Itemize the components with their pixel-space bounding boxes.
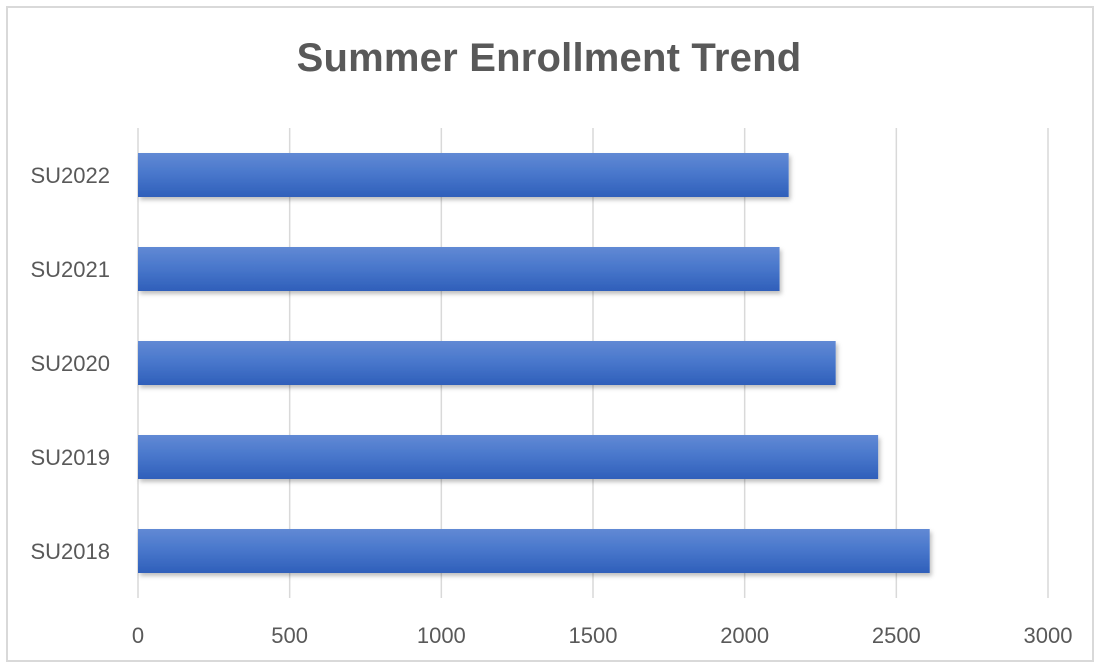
x-tick-label: 1000 bbox=[417, 623, 466, 648]
y-category-label: SU2019 bbox=[30, 445, 110, 470]
x-tick-label: 2000 bbox=[720, 623, 769, 648]
bar-su2022 bbox=[138, 153, 789, 197]
bar-su2020 bbox=[138, 341, 836, 385]
chart-title: Summer Enrollment Trend bbox=[296, 36, 802, 80]
bar-su2021 bbox=[138, 247, 780, 291]
y-category-label: SU2021 bbox=[30, 257, 110, 282]
bar-su2018 bbox=[138, 529, 930, 573]
bar-su2019 bbox=[138, 435, 879, 479]
x-tick-label: 1500 bbox=[569, 623, 618, 648]
x-tick-label: 500 bbox=[271, 623, 308, 648]
y-category-label: SU2018 bbox=[30, 539, 110, 564]
x-tick-label: 3000 bbox=[1024, 623, 1073, 648]
x-tick-label: 0 bbox=[132, 623, 144, 648]
x-tick-label: 2500 bbox=[872, 623, 921, 648]
y-category-label: SU2022 bbox=[30, 163, 110, 188]
y-category-label: SU2020 bbox=[30, 351, 110, 376]
